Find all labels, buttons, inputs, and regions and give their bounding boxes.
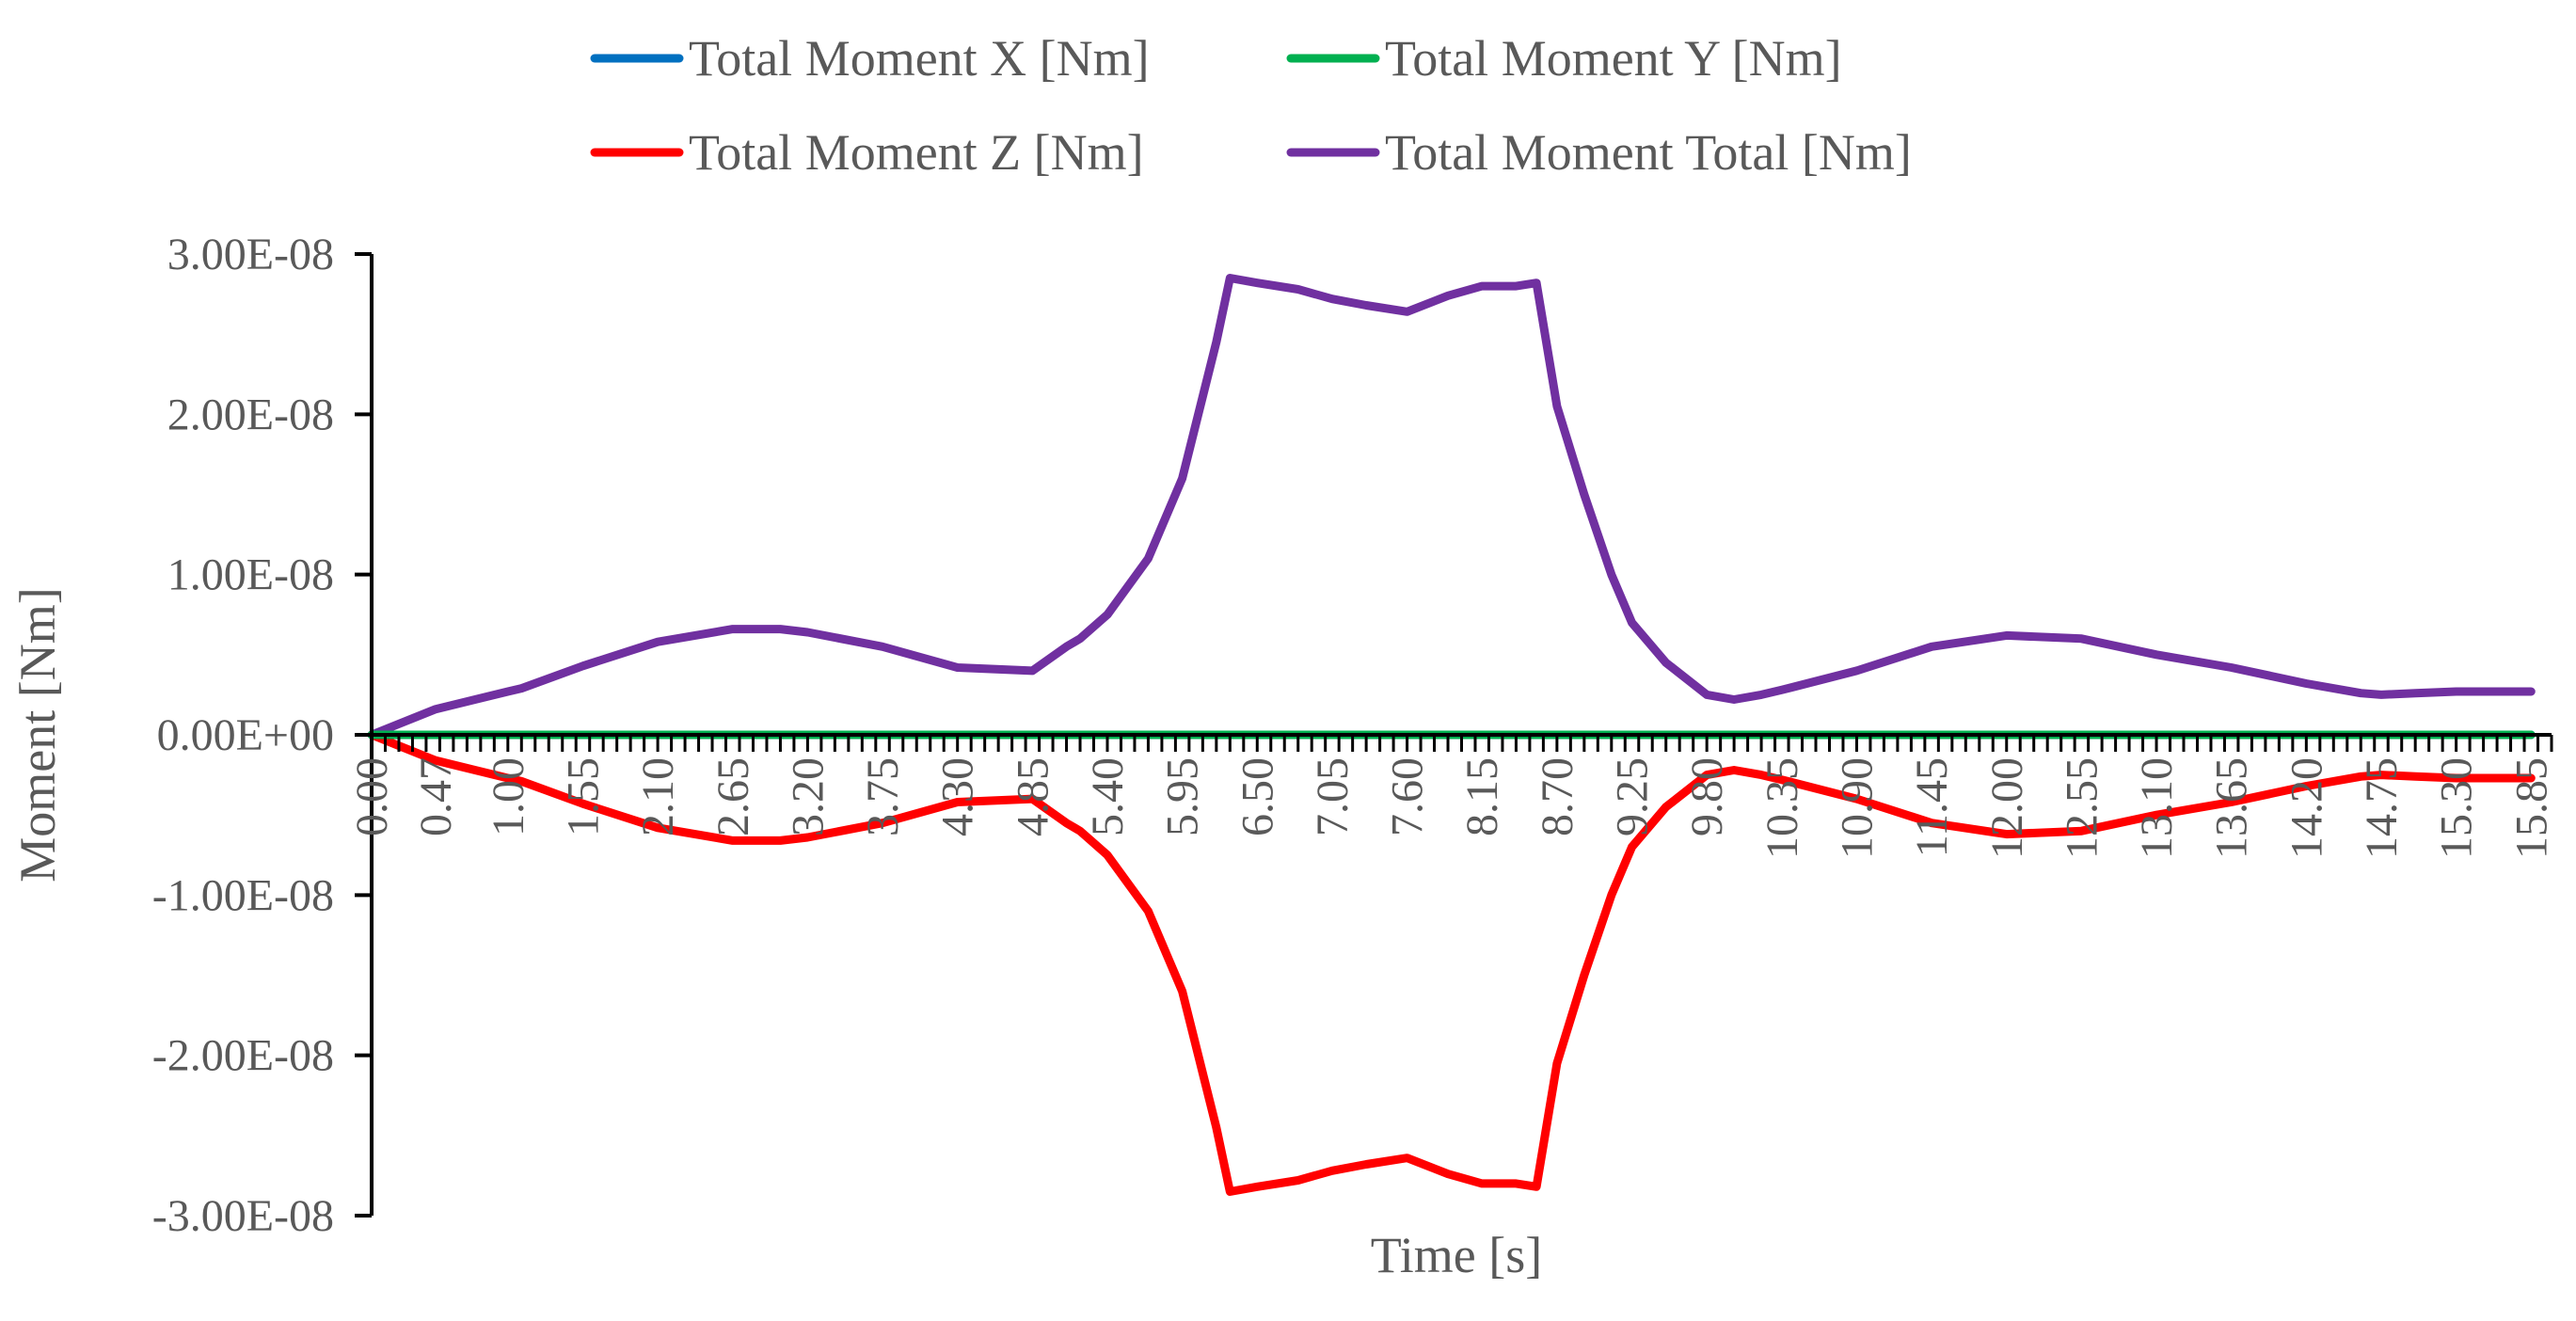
legend-item: Total Moment Y [Nm]	[1286, 30, 1842, 87]
x-tick-label: 0.47	[411, 757, 461, 836]
x-tick-label: 9.80	[1682, 757, 1732, 836]
x-tick-label: 12.00	[1982, 757, 2032, 859]
legend-label: Total Moment Y [Nm]	[1385, 30, 1842, 87]
x-tick-label: 10.90	[1832, 757, 1882, 859]
x-tick-label: 6.50	[1232, 757, 1282, 836]
x-tick-label: 3.75	[858, 757, 908, 836]
legend-item: Total Moment X [Nm]	[590, 30, 1150, 87]
y-tick-label: -2.00E-08	[152, 1031, 334, 1081]
legend: Total Moment X [Nm] Total Moment Y [Nm] To…	[590, 30, 1912, 181]
x-tick-label: 1.00	[484, 757, 533, 836]
x-tick-label: 0.00	[347, 757, 397, 836]
x-tick-label: 9.25	[1608, 757, 1658, 836]
x-axis-ticks: 0.00 0.47 1.00 1.55 2.10 2.65 3.20 3.75 4.30 4.85…	[347, 735, 2556, 859]
y-tick-label: 2.00E-08	[167, 390, 334, 439]
x-tick-label: 7.05	[1308, 757, 1358, 836]
y-tick-label: -3.00E-08	[152, 1191, 334, 1241]
x-tick-label: 12.55	[2057, 757, 2107, 859]
x-tick-label: 7.60	[1383, 757, 1433, 836]
x-tick-label: 4.30	[933, 757, 983, 836]
axes: 3.00E-08 2.00E-08 1.00E-08 0.00E+00 -1.00E-0…	[9, 230, 2556, 1283]
x-axis-title: Time [s]	[1371, 1227, 1543, 1283]
x-tick-label: 4.85	[1008, 757, 1057, 836]
x-tick-label: 15.30	[2432, 757, 2482, 859]
x-tick-label: 8.70	[1533, 757, 1582, 836]
x-tick-label: 1.55	[558, 757, 608, 836]
series-line-4	[367, 274, 2536, 740]
x-tick-label: 10.35	[1757, 757, 1807, 859]
x-tick-label: 13.65	[2207, 757, 2257, 859]
x-tick-label: 5.40	[1083, 757, 1133, 836]
x-tick-label: 5.95	[1158, 757, 1208, 836]
legend-label: Total Moment Z [Nm]	[689, 124, 1144, 181]
series-line-3	[367, 730, 2536, 1196]
x-tick-label: 14.75	[2357, 757, 2407, 859]
y-tick-label: 0.00E+00	[157, 710, 334, 760]
y-axis-title: Moment [Nm]	[9, 587, 66, 882]
x-tick-label: 13.10	[2132, 757, 2182, 859]
x-tick-label: 11.45	[1907, 757, 1957, 857]
x-tick-label: 15.85	[2506, 757, 2556, 859]
y-axis-ticks: 3.00E-08 2.00E-08 1.00E-08 0.00E+00 -1.00E-0…	[152, 230, 372, 1241]
y-tick-label: -1.00E-08	[152, 870, 334, 920]
x-tick-label: 2.65	[708, 757, 758, 836]
legend-label: Total Moment Total [Nm]	[1385, 124, 1912, 181]
legend-item: Total Moment Z [Nm]	[590, 124, 1144, 181]
x-tick-label: 14.20	[2282, 757, 2331, 859]
legend-label: Total Moment X [Nm]	[689, 30, 1150, 87]
y-tick-label: 1.00E-08	[167, 550, 334, 600]
x-tick-label: 2.10	[633, 757, 683, 836]
x-tick-label: 8.15	[1457, 757, 1507, 836]
legend-item: Total Moment Total [Nm]	[1286, 124, 1912, 181]
x-tick-label: 3.20	[783, 757, 833, 836]
y-tick-label: 3.00E-08	[167, 230, 334, 279]
